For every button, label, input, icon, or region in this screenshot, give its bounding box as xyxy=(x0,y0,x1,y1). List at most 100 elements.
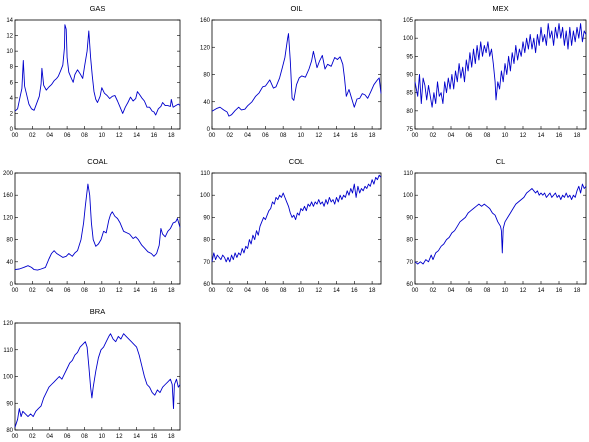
y-tick-label: 8 xyxy=(10,65,14,71)
y-tick-label: 40 xyxy=(203,100,210,106)
x-tick-label: 06 xyxy=(64,133,71,139)
y-tick-label: 105 xyxy=(403,18,414,24)
x-tick-label: 00 xyxy=(12,288,19,294)
x-tick-label: 06 xyxy=(262,133,269,139)
y-tick-label: 60 xyxy=(406,282,413,288)
x-tick-label: 02 xyxy=(226,288,233,294)
x-tick-label: 02 xyxy=(430,288,437,294)
x-tick-label: 08 xyxy=(280,133,287,139)
x-tick-label: 08 xyxy=(81,288,88,294)
y-tick-label: 100 xyxy=(403,193,414,199)
panel-bra: BRA 80 90 100 110 120 00 02 04 06 08 10 12 14 16 18 xyxy=(3,307,181,440)
y-tick-label: 120 xyxy=(3,215,14,221)
x-tick-label: 12 xyxy=(116,288,123,294)
x-tick-label: 00 xyxy=(12,133,19,139)
panel-mex: MEX 75 80 85 90 95 100 105 00 02 04 06 08 10 12 14 16 18 xyxy=(403,4,587,139)
x-tick-label: 18 xyxy=(574,288,581,294)
x-tick-label: 16 xyxy=(351,133,358,139)
chart-title: GAS xyxy=(90,4,106,13)
x-tick-label: 14 xyxy=(333,133,340,139)
panel-coal: COAL 0 40 80 120 160 200 00 02 04 06 08 10 12 14 16 18 xyxy=(3,157,181,294)
x-tick-label: 08 xyxy=(81,133,88,139)
x-tick-label: 12 xyxy=(520,288,527,294)
x-tick-label: 02 xyxy=(29,434,36,440)
y-tick-label: 14 xyxy=(6,18,13,24)
x-tick-label: 18 xyxy=(168,434,175,440)
y-tick-label: 85 xyxy=(406,91,413,97)
x-tick-label: 14 xyxy=(333,288,340,294)
chart-title: BRA xyxy=(90,307,105,316)
y-tick-label: 95 xyxy=(406,54,413,60)
x-tick-label: 08 xyxy=(484,288,491,294)
y-tick-label: 160 xyxy=(3,193,14,199)
plot-frame xyxy=(211,19,382,130)
chart-title: COL xyxy=(289,157,304,166)
x-tick-label: 12 xyxy=(520,133,527,139)
panel-cl: CL 60 70 80 90 100 110 00 02 04 06 08 10 12 14 16 18 xyxy=(403,157,587,294)
y-tick-label: 0 xyxy=(207,127,211,133)
x-tick-label: 16 xyxy=(151,434,158,440)
x-tick-label: 04 xyxy=(46,434,53,440)
x-tick-label: 02 xyxy=(226,133,233,139)
x-tick-label: 16 xyxy=(556,288,563,294)
x-tick-label: 00 xyxy=(209,133,216,139)
y-tick-label: 80 xyxy=(203,73,210,79)
x-tick-label: 18 xyxy=(574,133,581,139)
x-tick-label: 14 xyxy=(538,288,545,294)
panel-col: COL 60 70 80 90 100 110 00 02 04 06 08 10 12 14 16 18 xyxy=(200,157,382,294)
y-tick-label: 80 xyxy=(6,238,13,244)
x-tick-label: 08 xyxy=(81,434,88,440)
x-tick-label: 10 xyxy=(298,133,305,139)
x-tick-label: 10 xyxy=(298,288,305,294)
x-tick-label: 12 xyxy=(315,288,322,294)
x-tick-label: 10 xyxy=(98,288,105,294)
x-tick-label: 02 xyxy=(430,133,437,139)
series-line-col xyxy=(211,174,382,263)
y-tick-label: 10 xyxy=(6,49,13,55)
y-tick-label: 100 xyxy=(200,193,211,199)
x-tick-label: 04 xyxy=(46,288,53,294)
y-tick-label: 80 xyxy=(406,109,413,115)
y-tick-label: 0 xyxy=(10,282,14,288)
y-tick-label: 120 xyxy=(3,321,14,327)
y-tick-label: 70 xyxy=(406,260,413,266)
chart-title: CL xyxy=(496,157,506,166)
y-tick-label: 4 xyxy=(10,96,14,102)
chart-title: OIL xyxy=(290,4,302,13)
x-tick-label: 12 xyxy=(116,434,123,440)
series-line-cl xyxy=(414,183,587,265)
x-tick-label: 06 xyxy=(64,288,71,294)
plot-frame xyxy=(14,322,181,431)
y-tick-label: 60 xyxy=(203,282,210,288)
y-tick-label: 75 xyxy=(406,127,413,133)
panel-oil: OIL 0 40 80 120 160 00 02 04 06 08 10 12 14 16 18 xyxy=(200,4,382,139)
x-tick-label: 12 xyxy=(116,133,123,139)
y-tick-label: 6 xyxy=(10,80,14,86)
x-tick-label: 18 xyxy=(369,133,376,139)
x-tick-label: 00 xyxy=(412,288,419,294)
x-tick-label: 10 xyxy=(502,288,509,294)
y-tick-label: 100 xyxy=(403,36,414,42)
y-tick-label: 100 xyxy=(3,375,14,381)
x-tick-label: 04 xyxy=(244,133,251,139)
x-tick-label: 10 xyxy=(98,133,105,139)
x-tick-label: 14 xyxy=(538,133,545,139)
x-tick-label: 18 xyxy=(168,288,175,294)
x-tick-label: 02 xyxy=(29,288,36,294)
x-tick-label: 04 xyxy=(46,133,53,139)
series-line-bra xyxy=(14,333,181,428)
x-tick-label: 06 xyxy=(64,434,71,440)
y-tick-label: 80 xyxy=(406,238,413,244)
x-tick-label: 00 xyxy=(209,288,216,294)
plot-frame xyxy=(211,172,382,285)
x-tick-label: 10 xyxy=(98,434,105,440)
x-tick-label: 16 xyxy=(151,133,158,139)
chart-title: COAL xyxy=(87,157,107,166)
y-tick-label: 80 xyxy=(6,428,13,434)
x-tick-label: 14 xyxy=(133,434,140,440)
y-tick-label: 200 xyxy=(3,171,14,177)
y-tick-label: 120 xyxy=(200,45,211,51)
plot-frame xyxy=(14,19,181,130)
y-tick-label: 90 xyxy=(406,215,413,221)
